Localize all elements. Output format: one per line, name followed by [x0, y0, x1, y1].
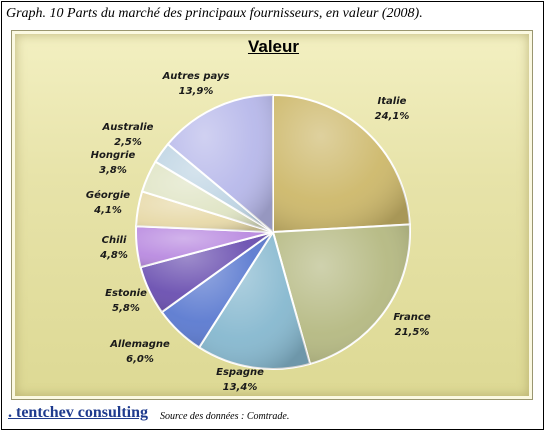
slice-g-orgie-value: 4,1% [93, 205, 122, 216]
brand-link[interactable]: . tentchev consulting [8, 404, 148, 421]
slice-hongrie-value: 3,8% [99, 165, 127, 176]
slice-allemagne-shading [161, 232, 273, 348]
slice-hongrie-label: Hongrie [91, 150, 136, 161]
slice-estonie-shading [140, 232, 273, 313]
slice-hongrie-shading [142, 161, 273, 232]
slice-australie-label: Australie [102, 122, 154, 133]
slice-autres-pays-label: Autres pays [162, 71, 230, 82]
slice-italie-shading [273, 95, 410, 232]
slice-italie-value: 24,1% [375, 111, 410, 122]
slice-italie-label: Italie [378, 96, 407, 107]
slice-espagne-shading [199, 232, 311, 369]
slice-allemagne-value: 6,0% [126, 354, 154, 365]
slice-chili-shading [135, 226, 273, 268]
slice-chili-value: 4,8% [99, 250, 128, 261]
source-note: Source des données : Comtrade. [160, 411, 290, 422]
slice-estonie-label: Estonie [105, 288, 147, 299]
slice-autres-pays-value: 13,9% [179, 86, 214, 97]
chart-title: Valeur [247, 37, 300, 56]
slice-france-label: France [393, 312, 430, 323]
slice-espagne-label: Espagne [216, 367, 264, 378]
slice-autres-pays-shading [167, 94, 273, 232]
slice-espagne-value: 13,4% [223, 382, 258, 393]
slice-australie-value: 2,5% [114, 137, 142, 148]
slice-france-value: 21,5% [395, 327, 430, 338]
slice-estonie-value: 5,8% [112, 303, 140, 314]
slice-france-shading [273, 224, 410, 364]
slice-allemagne-label: Allemagne [109, 339, 170, 350]
slice-australie-shading [155, 144, 273, 232]
slice-chili-label: Chili [102, 235, 127, 246]
figure-caption: Graph. 10 Parts du marché des principaux… [6, 6, 423, 21]
slice-g-orgie-label: Géorgie [86, 189, 130, 201]
